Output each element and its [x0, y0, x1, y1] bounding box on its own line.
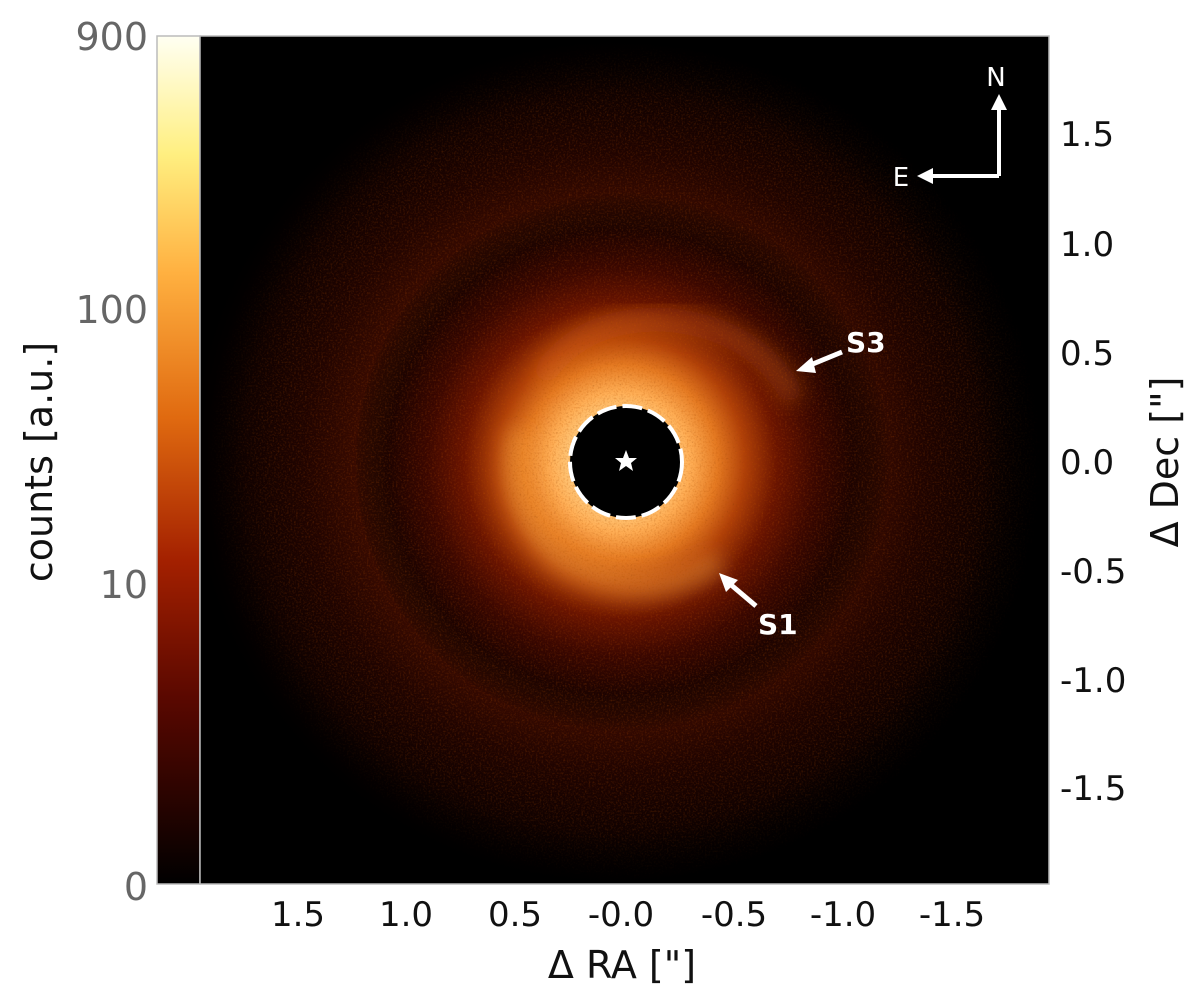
x-tick: -0.5: [701, 895, 767, 935]
arrow-s3: [807, 349, 843, 369]
colorbar-gradient: [156, 35, 201, 885]
colorbar: 900 100 10 0 counts [a.u.]: [17, 15, 201, 909]
compass-north-arrowhead: [991, 94, 1007, 110]
colorbar-tick-100: 100: [75, 288, 148, 332]
y-tick: 1.0: [1060, 225, 1114, 265]
y-tick: -1.5: [1060, 769, 1126, 809]
x-tick: 1.5: [271, 895, 325, 935]
x-tick: 0.5: [488, 895, 542, 935]
mask-outline: [568, 404, 684, 520]
y-tick: -0.5: [1060, 552, 1126, 592]
x-axis-label: Δ RA ["]: [548, 943, 696, 987]
colorbar-tick-10: 10: [100, 563, 148, 607]
y-tick: -1.0: [1060, 661, 1126, 701]
image-panel: S3 S1 N E: [199, 35, 1050, 885]
arrow-s1-head: [719, 573, 738, 592]
compass-north-label: N: [986, 63, 1005, 93]
y-axis-label: Δ Dec ["]: [1143, 377, 1187, 548]
compass-east-arrowhead: [917, 168, 933, 184]
arrow-s3-head: [796, 357, 816, 373]
image-frame: [199, 35, 1050, 885]
star-icon: [615, 450, 637, 471]
y-tick: 0.5: [1060, 334, 1114, 374]
y-tick: 1.5: [1060, 115, 1114, 155]
x-tick: -0.0: [588, 895, 654, 935]
y-axis: 1.5 1.0 0.5 0.0 -0.5 -1.0 -1.5 Δ Dec ["]: [1060, 115, 1187, 809]
x-tick: -1.5: [919, 895, 985, 935]
x-tick: -1.0: [810, 895, 876, 935]
colorbar-tick-0: 0: [124, 865, 148, 909]
arrow-s1: [728, 582, 758, 608]
y-tick: 0.0: [1060, 443, 1114, 483]
label-s1: S1: [758, 608, 798, 641]
compass-east-label: E: [893, 163, 909, 193]
x-tick: 1.0: [379, 895, 433, 935]
colorbar-tick-900: 900: [75, 15, 148, 59]
colorbar-label: counts [a.u.]: [17, 342, 61, 582]
x-axis: 1.5 1.0 0.5 -0.0 -0.5 -1.0 -1.5 Δ RA ["]: [271, 895, 985, 987]
label-s3: S3: [846, 326, 886, 359]
